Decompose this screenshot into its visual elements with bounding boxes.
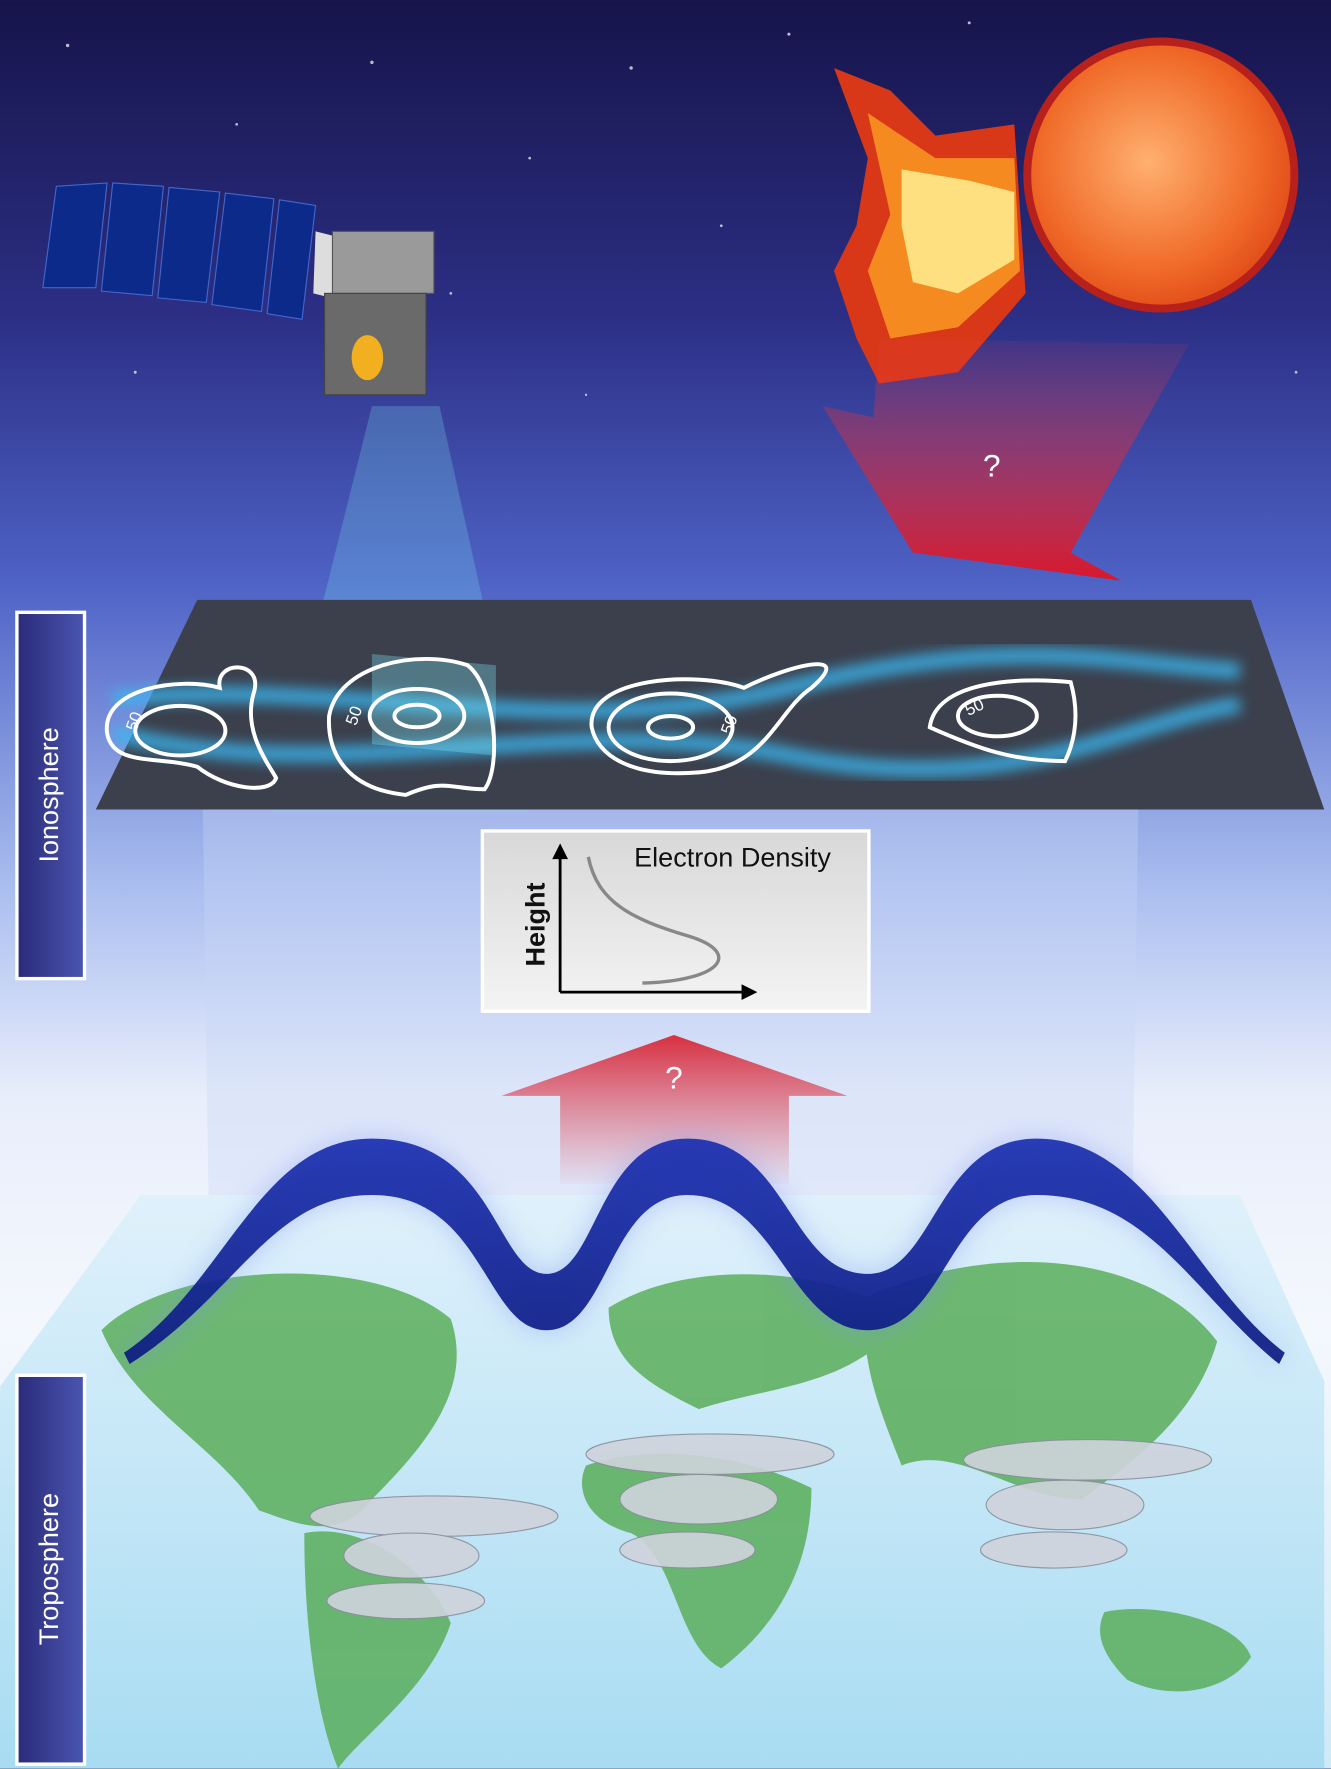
- continents-part: [864, 1261, 1218, 1500]
- solar-panels-part: [100, 182, 165, 297]
- equatorial-bands-part: [111, 647, 1241, 719]
- stars-part: [528, 156, 532, 160]
- storm-clouds-part: [343, 1532, 480, 1579]
- ionosphere-label-box: [15, 610, 87, 981]
- troposphere-label-box: [15, 1373, 87, 1766]
- beam-footprint: [371, 654, 496, 756]
- profile-box: Electron Density Height: [480, 829, 871, 1013]
- stars-part: [629, 66, 633, 70]
- solar-panels-part: [211, 192, 275, 313]
- stars-part: [787, 32, 791, 36]
- storm-clouds-part: [326, 1582, 486, 1620]
- solar-arrow: [822, 338, 1189, 581]
- contours-part: [646, 714, 696, 741]
- stars-part: [370, 60, 374, 65]
- upward-arrow: [501, 1034, 848, 1184]
- y-arrow: [552, 843, 569, 860]
- continents-part: [101, 1273, 457, 1527]
- contours-part: [955, 693, 1039, 739]
- flare-inner: [901, 169, 1015, 294]
- troposphere-label: Troposphere: [34, 1493, 64, 1645]
- equatorial-bands-part: [110, 696, 1241, 778]
- sun-disk: [1031, 45, 1291, 305]
- contours-part: [589, 662, 829, 776]
- storm-clouds-part: [619, 1531, 756, 1569]
- stars-part: [133, 370, 137, 374]
- sun: [833, 37, 1299, 384]
- instrument: [351, 335, 384, 381]
- storm-clouds-part: [979, 1531, 1128, 1569]
- storm-clouds-part: [309, 1495, 559, 1538]
- contours-part: [927, 678, 1078, 764]
- solar-arrow-label: ?: [983, 447, 1001, 483]
- stars-part: [65, 43, 70, 48]
- contours: [105, 657, 1078, 797]
- stars-part: [967, 21, 971, 25]
- planetary-wave: [123, 1138, 1285, 1365]
- equatorial-bands: [110, 647, 1241, 778]
- profile-curve: [586, 856, 721, 985]
- stars-part: [1294, 370, 1298, 374]
- stars-part: [719, 224, 723, 228]
- stars-part: [584, 393, 588, 396]
- contours-part: [367, 686, 467, 746]
- contours-part: [392, 702, 442, 730]
- storm-clouds-part: [619, 1473, 779, 1525]
- contours-part: [105, 665, 279, 790]
- storm-clouds: [309, 1433, 1213, 1620]
- x-arrow: [741, 984, 758, 1001]
- stars: [65, 21, 1298, 396]
- contours-part: [606, 691, 735, 764]
- storm-clouds-part: [963, 1438, 1213, 1481]
- solar-panels: [42, 182, 317, 320]
- storm-clouds-part: [585, 1433, 835, 1476]
- solar-panels-part: [266, 199, 317, 320]
- solar-panels-part: [42, 182, 108, 289]
- continents-part: [1100, 1609, 1251, 1692]
- profile-title: Electron Density: [634, 842, 831, 872]
- profile-y-label: Height: [521, 882, 551, 966]
- ionosphere-label: Ionosphere: [34, 727, 64, 862]
- stars-part: [235, 122, 239, 126]
- contours-part: [133, 703, 228, 758]
- storm-clouds-part: [985, 1479, 1145, 1531]
- boom: [313, 231, 339, 300]
- upward-arrow-label: ?: [665, 1059, 683, 1095]
- stars-part: [449, 292, 453, 295]
- contours-part: [327, 657, 496, 797]
- bus-top: [331, 230, 435, 294]
- solar-panels-part: [157, 186, 221, 304]
